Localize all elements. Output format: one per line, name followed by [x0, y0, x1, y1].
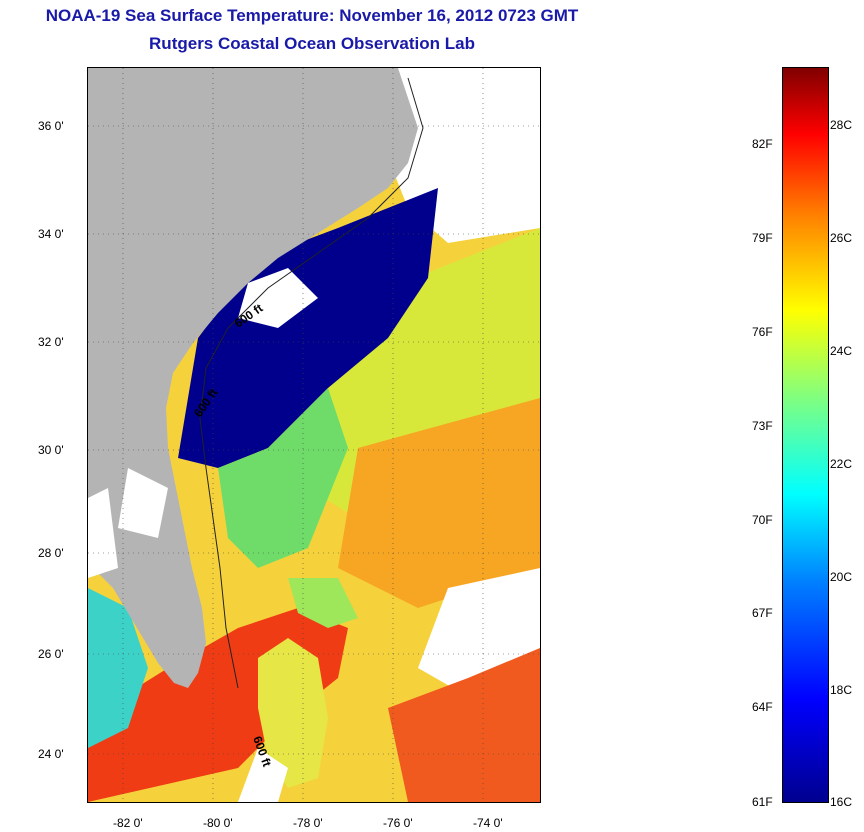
lon-label-76: -76 0'	[383, 816, 413, 830]
lat-label-32: 32 0'	[38, 335, 64, 349]
colorbar-label-c: 24C	[830, 344, 853, 358]
lat-label-34: 34 0'	[38, 227, 64, 241]
colorbar-label-c: 28C	[830, 118, 853, 132]
colorbar-label-f: 73F	[752, 419, 773, 433]
map-subtitle: Rutgers Coastal Ocean Observation Lab	[149, 34, 475, 53]
lon-label-82: -82 0'	[113, 816, 143, 830]
lat-label-36: 36 0'	[38, 119, 64, 133]
colorbar-label-c: 22C	[830, 457, 853, 471]
colorbar-label-f: 67F	[752, 606, 773, 620]
lat-label-24: 24 0'	[38, 747, 64, 761]
sst-colorbar	[782, 67, 829, 803]
lat-label-28: 28 0'	[38, 546, 64, 560]
bahamas-bank	[258, 638, 328, 788]
colorbar-label-c: 20C	[830, 570, 853, 584]
cloud-coastal-1	[238, 268, 318, 328]
colorbar-label-c: 26C	[830, 231, 853, 245]
cloud-bahamas	[238, 748, 288, 802]
land-mass	[88, 68, 418, 688]
sst-band-cyan	[88, 588, 148, 748]
colorbar-label-f: 70F	[752, 513, 773, 527]
colorbar-label-c: 16C	[830, 795, 853, 809]
sst-map-svg: 600 ft 600 ft 600 ft	[88, 68, 540, 802]
lat-label-26: 26 0'	[38, 647, 64, 661]
sst-map: 600 ft 600 ft 600 ft	[87, 67, 541, 803]
colorbar-label-f: 79F	[752, 231, 773, 245]
colorbar-label-f: 61F	[752, 795, 773, 809]
sst-band-orange	[338, 398, 540, 608]
sst-band-green	[218, 388, 348, 568]
isobath-contour	[199, 77, 424, 689]
cloud-coastal-2	[118, 468, 168, 538]
graticule	[88, 68, 540, 802]
cloud-coastal-3	[88, 488, 118, 578]
colorbar-label-c: 18C	[830, 683, 853, 697]
warm-water-southeast	[388, 648, 540, 802]
lat-label-30: 30 0'	[38, 443, 64, 457]
map-title: NOAA-19 Sea Surface Temperature: Novembe…	[45, 6, 579, 25]
cold-water-region	[178, 188, 438, 468]
colorbar-label-f: 64F	[752, 700, 773, 714]
colorbar-label-f: 82F	[752, 137, 773, 151]
lon-label-78: -78 0'	[293, 816, 323, 830]
colorbar-label-f: 76F	[752, 325, 773, 339]
little-bahama-bank	[288, 578, 358, 628]
lon-label-74: -74 0'	[473, 816, 503, 830]
lon-label-80: -80 0'	[203, 816, 233, 830]
